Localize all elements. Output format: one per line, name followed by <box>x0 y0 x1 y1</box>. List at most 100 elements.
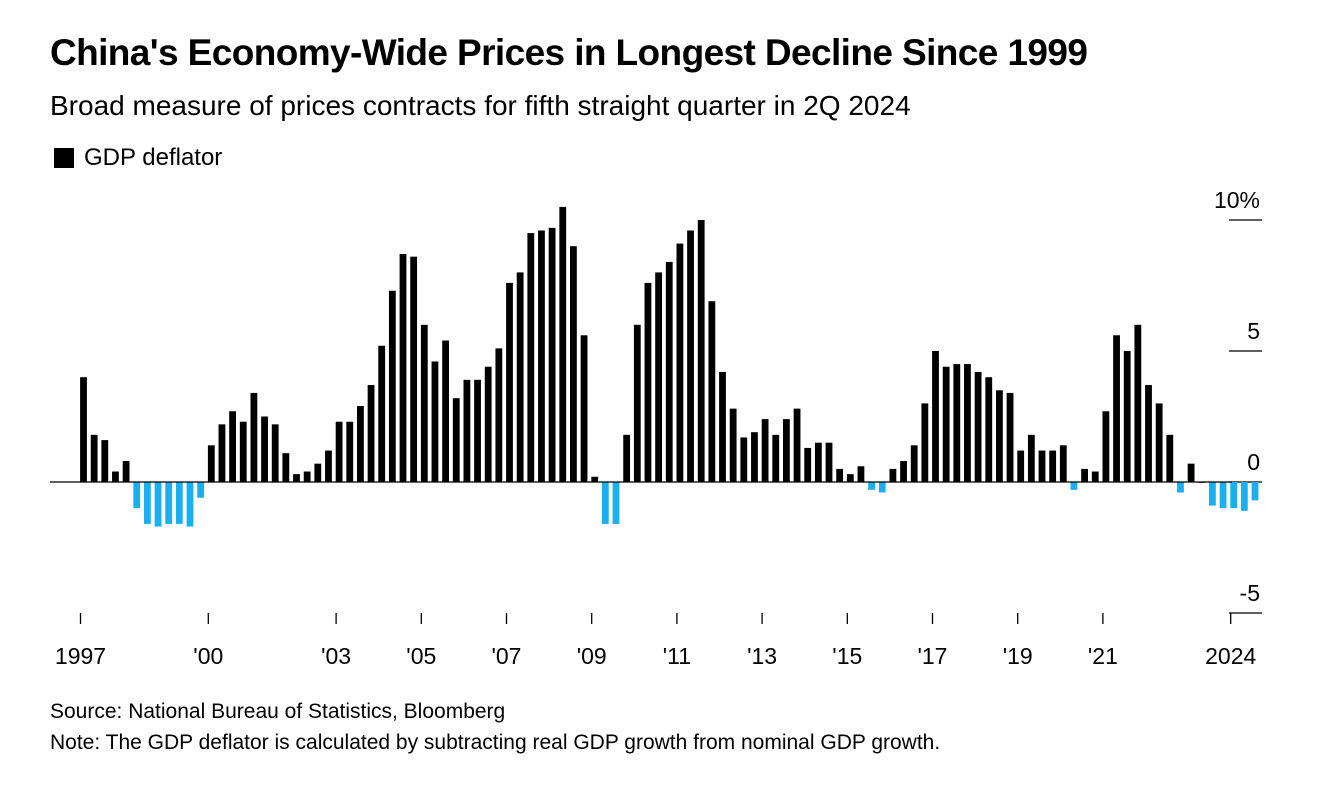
bar <box>846 474 854 482</box>
bar <box>1070 482 1078 490</box>
bar <box>1113 335 1120 482</box>
bar <box>825 442 833 482</box>
bar <box>474 379 481 482</box>
bar <box>1145 385 1152 482</box>
bar <box>80 377 87 482</box>
bar <box>293 474 300 482</box>
bar <box>836 468 844 482</box>
bar <box>282 453 290 482</box>
bar <box>612 482 620 524</box>
x-tick-label: '11 <box>663 643 691 669</box>
bar <box>484 366 492 482</box>
bar <box>719 371 726 482</box>
bar <box>751 432 758 482</box>
bar <box>921 403 929 482</box>
bar <box>1209 482 1216 506</box>
bar <box>154 482 162 527</box>
bar <box>1006 392 1014 482</box>
bar <box>346 421 354 482</box>
bar <box>772 434 780 482</box>
bar <box>591 476 599 482</box>
bar <box>314 463 322 482</box>
bar <box>239 421 247 482</box>
x-tick-label: '00 <box>193 643 223 669</box>
bar <box>112 471 119 482</box>
bar <box>399 254 407 482</box>
legend: GDP deflator <box>54 144 222 172</box>
bar <box>1166 434 1174 482</box>
bar <box>985 377 993 482</box>
x-tick-label: '05 <box>406 643 436 669</box>
bar <box>261 416 268 482</box>
bar <box>1155 403 1163 482</box>
bar <box>868 482 875 490</box>
bar <box>90 434 98 482</box>
bar <box>1251 482 1259 501</box>
legend-label: GDP deflator <box>84 144 223 171</box>
bar <box>303 471 311 482</box>
bar <box>761 419 769 482</box>
bar <box>783 419 790 482</box>
bar <box>974 371 982 482</box>
bar <box>548 227 556 482</box>
x-tick-label: '13 <box>747 643 777 669</box>
bar <box>442 340 449 482</box>
x-tick-label: '09 <box>577 643 607 669</box>
bar <box>271 424 279 482</box>
bar <box>1230 482 1238 509</box>
bar <box>165 482 173 524</box>
bar <box>996 390 1003 482</box>
bar <box>1219 482 1227 509</box>
y-tick-label: 10% <box>1214 187 1260 213</box>
bar <box>357 406 364 482</box>
bar <box>495 348 503 482</box>
bar <box>144 482 151 524</box>
bar <box>1091 471 1099 482</box>
bar <box>676 243 684 482</box>
bar <box>122 461 130 482</box>
bar <box>1059 445 1067 482</box>
bar <box>687 230 694 482</box>
bar <box>1177 482 1184 493</box>
y-tick-label: -5 <box>1240 580 1260 606</box>
bar <box>857 466 865 482</box>
bar <box>1038 450 1046 482</box>
x-tick-label: '21 <box>1088 643 1118 669</box>
bar <box>388 290 396 482</box>
bar <box>335 421 343 482</box>
bar <box>932 351 939 482</box>
bar <box>101 440 109 482</box>
x-tick-label: 2024 <box>1205 643 1256 669</box>
x-tick-label: '17 <box>918 643 948 669</box>
bar <box>633 324 641 482</box>
bar <box>1102 411 1110 482</box>
bar <box>1081 468 1088 482</box>
bar <box>942 366 950 482</box>
bar <box>729 408 737 482</box>
bar <box>207 445 215 482</box>
bar <box>463 379 471 482</box>
bar <box>378 345 386 482</box>
bar <box>367 385 375 482</box>
bar <box>878 482 886 493</box>
chart-title: China's Economy-Wide Prices in Longest D… <box>50 32 1088 73</box>
bar <box>1240 482 1248 511</box>
bar <box>175 482 183 524</box>
bar <box>655 272 662 482</box>
bar <box>570 246 577 482</box>
bar <box>1049 450 1057 482</box>
bar <box>431 361 439 482</box>
x-tick-label: 1997 <box>55 643 106 669</box>
bar <box>953 364 961 482</box>
bar <box>708 301 716 482</box>
bar <box>506 282 513 482</box>
bar <box>538 230 545 482</box>
bar <box>814 442 822 482</box>
bar <box>889 468 897 482</box>
x-tick-label: '07 <box>492 643 522 669</box>
x-tick-label: '03 <box>321 643 351 669</box>
bar <box>793 408 801 482</box>
y-tick-label: 0 <box>1247 449 1260 475</box>
y-tick-label: 5 <box>1247 318 1260 344</box>
bar <box>186 482 194 527</box>
